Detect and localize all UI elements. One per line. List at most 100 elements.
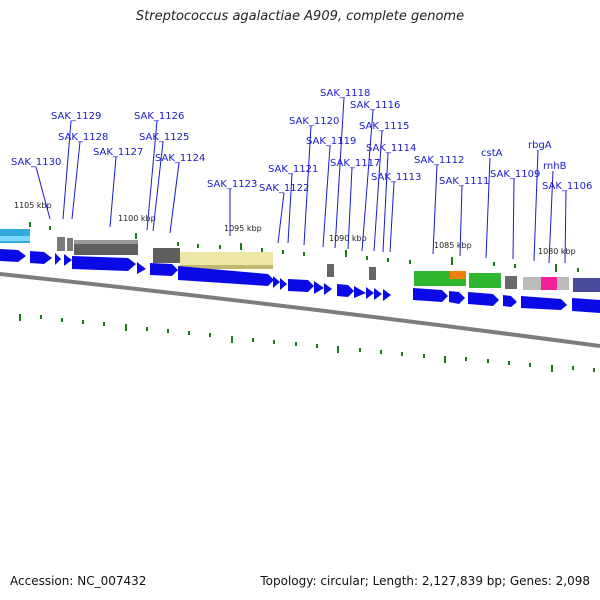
leader-line	[485, 157, 491, 259]
feature-block	[414, 271, 450, 286]
gene-arrow	[280, 278, 287, 290]
gene-arrow	[288, 279, 314, 292]
feature-block	[57, 237, 65, 251]
leader-line	[334, 97, 345, 249]
gene-arrow	[324, 283, 332, 295]
leader-line	[62, 120, 72, 220]
gene-arrow	[413, 288, 448, 302]
gene-arrow	[366, 287, 374, 299]
accession-text: Accession: NC_007432	[10, 574, 147, 588]
map-title: Streptococcus agalactiae A909, complete …	[135, 9, 465, 24]
tick-marks	[19, 314, 595, 372]
leader-line	[277, 192, 285, 244]
feature-block	[180, 265, 273, 269]
gene-arrow	[72, 256, 136, 271]
gene-label-sak-1109: SAK_1109	[490, 169, 540, 180]
kbp-label: 1090 kbp	[329, 234, 367, 243]
gene-arrow	[521, 296, 567, 310]
gene-label-sak-1111: SAK_1111	[439, 176, 489, 187]
leader-line	[146, 120, 158, 231]
leader-line	[533, 149, 539, 262]
leader-line	[169, 162, 180, 234]
feature-block	[573, 278, 600, 292]
gene-arrow	[449, 291, 465, 304]
leader-line	[347, 167, 353, 250]
gene-label-sak-1123: SAK_1123	[207, 179, 257, 190]
gene-arrow	[383, 289, 391, 301]
genome-backbone-shadow	[0, 272, 600, 348]
gene-label-rbga: rbgA	[528, 140, 552, 151]
leader-line	[322, 145, 331, 248]
leader-line	[361, 109, 374, 252]
gene-labels: SAK_1130 SAK_1129 SAK_1128 SAK_1127 SAK_…	[11, 88, 592, 194]
gene-label-sak-1112: SAK_1112	[414, 155, 464, 166]
feature-block	[450, 279, 466, 286]
leader-line	[389, 181, 395, 253]
kbp-label: 1100 kbp	[118, 214, 156, 223]
gene-arrow	[137, 262, 146, 274]
gene-label-sak-1129: SAK_1129	[51, 111, 101, 122]
leader-lines	[35, 97, 567, 264]
gene-label-sak-1124: SAK_1124	[155, 153, 205, 164]
gene-arrow	[64, 254, 72, 266]
feature-block	[153, 248, 180, 263]
gene-label-rnhb: rnhB	[543, 161, 567, 172]
gene-arrow	[503, 295, 517, 307]
genome-backbone	[0, 264, 600, 346]
leader-line	[564, 190, 567, 264]
gene-arrow	[55, 253, 61, 265]
leader-line	[373, 130, 383, 252]
gene-label-sak-1121: SAK_1121	[268, 164, 318, 175]
gene-arrow	[374, 288, 382, 300]
feature-block	[369, 267, 376, 280]
feature-block	[469, 273, 501, 288]
gene-label-sak-1122: SAK_1122	[259, 183, 309, 194]
leader-line	[109, 156, 117, 228]
gene-label-sak-1127: SAK_1127	[93, 147, 143, 158]
leader-line	[432, 164, 438, 255]
genome-summary-text: Topology: circular; Length: 2,127,839 bp…	[260, 574, 590, 588]
kbp-label: 1085 kbp	[434, 241, 472, 250]
feature-block	[67, 238, 73, 251]
feature-blocks	[0, 229, 600, 292]
gene-arrow	[572, 298, 600, 313]
leader-line	[548, 170, 554, 264]
gene-label-sak-1119: SAK_1119	[306, 136, 356, 147]
gene-arrow	[150, 263, 178, 276]
gene-arrow	[30, 251, 52, 264]
gene-label-sak-1126: SAK_1126	[134, 111, 184, 122]
gene-arrows	[0, 249, 600, 313]
gene-label-sak-1106: SAK_1106	[542, 181, 592, 192]
feature-block	[557, 277, 569, 290]
gene-arrow	[0, 249, 26, 262]
kbp-labels: 1105 kbp 1100 kbp 1095 kbp 1090 kbp 1085…	[14, 201, 576, 256]
leader-line	[382, 152, 389, 253]
ruler-ticks	[29, 222, 579, 272]
gene-arrow	[273, 276, 280, 288]
kbp-label: 1105 kbp	[14, 201, 52, 210]
gene-label-sak-1128: SAK_1128	[58, 132, 108, 143]
feature-block	[523, 277, 541, 290]
feature-block	[180, 252, 273, 269]
gene-label-sak-1118: SAK_1118	[320, 88, 370, 99]
feature-block	[450, 271, 466, 279]
gene-label-sak-1113: SAK_1113	[371, 172, 421, 183]
leader-line	[459, 185, 463, 257]
feature-block	[74, 240, 138, 244]
gene-label-sak-1125: SAK_1125	[139, 132, 189, 143]
leader-line	[152, 141, 164, 232]
gene-label-sak-1120: SAK_1120	[289, 116, 339, 127]
leader-line	[35, 166, 51, 220]
gene-arrow	[178, 266, 274, 286]
gene-label-sak-1114: SAK_1114	[366, 143, 416, 154]
gene-arrow	[468, 292, 499, 306]
gene-arrow	[314, 281, 324, 294]
gene-label-csta: cstA	[481, 148, 503, 159]
feature-block	[0, 236, 30, 241]
gene-arrow	[337, 284, 354, 297]
gene-label-sak-1130: SAK_1130	[11, 157, 61, 168]
kbp-label: 1080 kbp	[538, 247, 576, 256]
leader-line	[512, 178, 515, 260]
feature-block	[505, 276, 517, 289]
